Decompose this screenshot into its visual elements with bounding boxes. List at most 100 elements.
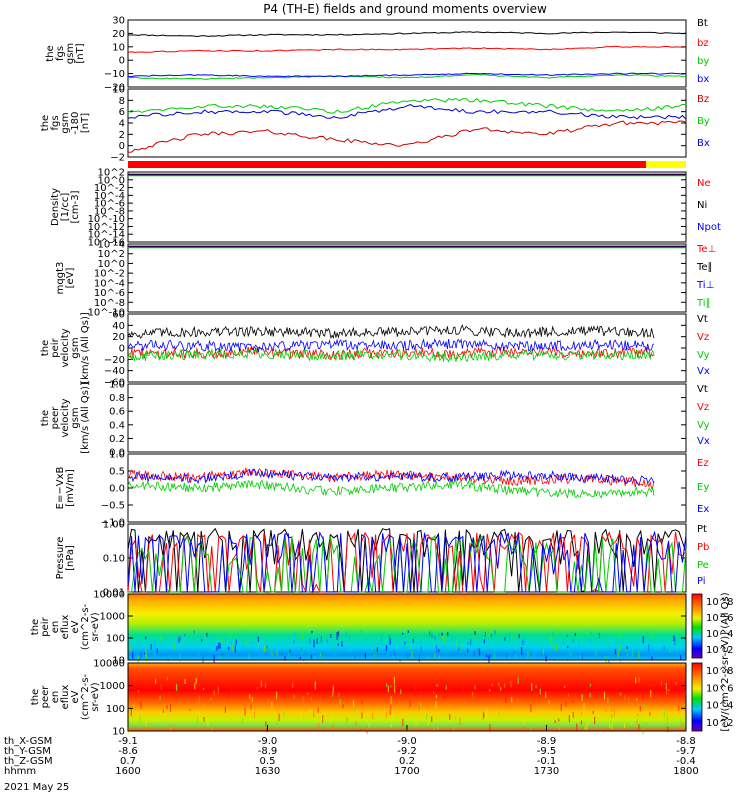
x-tick-label: 1700 [394,766,419,777]
legend-Vy: Vy [697,420,710,431]
legend-Pe: Pe [697,560,709,571]
y-tick-label: −60 [104,378,125,389]
legend-bx: bx [697,74,709,85]
y-tick-label: 8 [119,96,125,107]
y-axis-label: sr-eV) [90,682,101,711]
quality-flag-bar-yellow [646,161,686,168]
y-tick-label: 10^4 [98,240,125,251]
x-tick-label: -8.6 [118,746,138,757]
y-axis-label: the [45,45,56,61]
x-tick-label: 1730 [534,766,559,777]
colorbar-tick-label: 10^6 [706,683,733,694]
colorbar-tick-label: 10^4 [706,629,733,640]
legend-Bt: Bt [697,18,708,29]
panel-temperature: 10^410^210^010^-210^-410^-610^-810^-10 mq… [55,240,716,319]
y-axis-label: E=−VxB [55,467,66,510]
y-tick-label: 1000 [100,612,125,623]
y-axis-label: [nPa] [65,545,76,571]
x-tick-label: -9.2 [397,746,417,757]
series-line-Pi [127,530,687,593]
series-line-Bz [127,120,687,153]
panel-frame [127,243,687,313]
series-line-Vt [127,324,655,340]
y-axis-label: gsm [60,112,71,133]
y-tick-label: 10^-8 [94,206,125,217]
legend-Vx: Vx [697,436,710,447]
y-tick-label: 0 [119,56,125,67]
x-tick-label: -9.0 [397,736,417,747]
y-tick-label: 10^-10 [88,214,125,225]
y-axis-label: [nT] [80,113,91,133]
x-tick-label: -0.1 [537,756,557,767]
series-line-Vy [127,348,655,363]
legend-Bz: Bz [697,94,709,105]
y-axis-label: Pressure [55,537,66,580]
legend-Te∥: Te∥ [696,262,713,273]
series-line-Pb [127,530,687,594]
y-tick-label: 10000 [93,590,125,601]
y-tick-label: 10^-2 [94,183,125,194]
y-tick-label: 0.10 [103,554,125,565]
date-label: 2021 May 25 [4,782,69,793]
panel-fgs-gsm: 30 20 10 0 −10 −20 the fgs gsm [nT] Bt bz by bx [45,16,709,94]
y-tick-label: 10^2 [98,168,125,179]
x-tick-label: 1800 [673,766,698,777]
legend-Bx: Bx [697,138,710,149]
legend-Vy: Vy [697,350,710,361]
panel-electron-velocity: 1.0 0.8 0.6 0.4 0.2 0.0 the peer velocity gsm [km/… [40,380,710,459]
y-tick-label: 10000 [93,659,125,670]
series-line-bz [127,45,686,53]
y-tick-label: 1.00 [103,520,125,531]
y-tick-label: 10^0 [98,175,125,186]
colorbar-tick-label: 10^2 [706,718,733,729]
colorbar-tick-label: 10^2 [706,645,733,656]
panel-frame [127,453,687,523]
y-tick-label: 10^-4 [94,278,125,289]
y-axis-label: eflux [60,615,71,640]
colorbar-ticks: 10^8 10^6 10^4 10^2 10^8 10^6 10^4 10^2 [706,597,733,729]
axis-row-label: th_X-GSM [4,736,52,747]
y-axis-label: peer [50,406,61,430]
legend-Ti∥: Ti∥ [696,298,711,309]
x-tick-label: 1600 [115,766,140,777]
y-axis-label: Density [50,188,61,226]
x-tick-label: 1630 [255,766,280,777]
series-line-Ey [127,479,655,499]
series-line-Vz [127,345,655,360]
legend-Ti⊥: Ti⊥ [696,280,714,291]
y-tick-label: 10^-12 [88,222,125,233]
y-tick-label: −20 [104,355,125,366]
legend-by: by [697,56,709,67]
legend-Pi: Pi [697,576,706,587]
legend-Pb: Pb [697,542,709,553]
y-axis-label: peir [50,337,61,357]
y-tick-label: 30 [112,16,125,27]
y-axis-label: gsm [70,407,81,428]
colorbar-tick-label: 10^4 [706,701,733,712]
x-tick-label: 0.7 [120,756,136,767]
y-tick-label: 0.0 [109,448,125,459]
legend-Vt: Vt [697,314,708,325]
legend-Vx: Vx [697,366,710,377]
legend-Ey: Ey [697,482,709,493]
colorbar-tick-label: 10^8 [706,597,733,608]
panel-ion-eflux: 10000 1000 100 10 the peir en eflux eV (cm^2-s-sr… [30,590,687,667]
y-tick-label: 1000 [100,681,125,692]
axis-row-label: th_Z-GSM [4,756,53,767]
y-tick-label: 10^0 [98,259,125,270]
y-tick-label: 10^-6 [94,199,125,210]
axis-row-label: hhmm [4,766,36,777]
legend-Ez: Ez [697,458,709,469]
y-tick-label: 0.6 [109,407,125,418]
panel-frame [127,171,687,243]
series-line-Bx [127,104,687,120]
legend-Ni: Ni [697,200,707,211]
panel-frame [127,383,687,453]
panel-density: 10^210^010^-210^-410^-610^-810^-1010^-12… [50,168,721,249]
legend-By: By [697,116,710,127]
spectrogram-ion-eflux [128,594,686,660]
legend-Vz: Vz [697,332,709,343]
spectrogram-texture [129,630,687,664]
